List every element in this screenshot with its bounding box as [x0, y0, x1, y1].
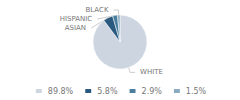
svg-text:HISPANIC: HISPANIC — [60, 15, 93, 23]
svg-text:BLACK: BLACK — [85, 6, 108, 14]
svg-text:ASIAN: ASIAN — [65, 24, 86, 32]
svg-text:1.5%: 1.5% — [186, 87, 207, 96]
svg-text:89.8%: 89.8% — [48, 87, 74, 96]
svg-text:5.8%: 5.8% — [97, 87, 118, 96]
svg-text:2.9%: 2.9% — [142, 87, 163, 96]
svg-text:WHITE: WHITE — [140, 68, 163, 76]
